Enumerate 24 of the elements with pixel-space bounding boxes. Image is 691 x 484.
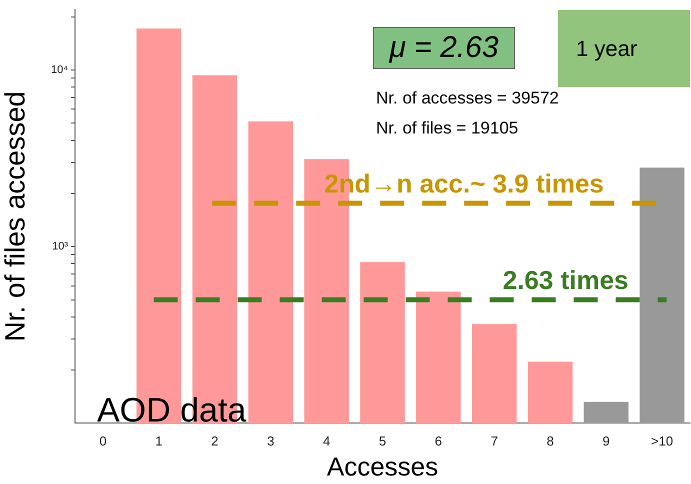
y-tick-label: 10⁴ xyxy=(51,64,68,76)
annotation: AOD data xyxy=(97,391,246,430)
x-tick-label: 8 xyxy=(546,434,554,449)
x-tick-label: 3 xyxy=(267,434,274,449)
x-axis-title: Accesses xyxy=(326,452,438,482)
x-tick-label: 9 xyxy=(602,434,610,449)
annotation: μ = 2.63 xyxy=(389,31,498,65)
x-tick-label: 6 xyxy=(434,434,442,449)
x-tick-label: 0 xyxy=(99,434,107,449)
x-tick-label: 5 xyxy=(378,434,386,449)
x-tick-label: 2 xyxy=(211,434,218,449)
y-tick-label: 10³ xyxy=(52,240,68,253)
label-box: 1 year xyxy=(558,10,690,87)
annotation: Nr. of files = 19105 xyxy=(376,118,518,138)
x-tick-label: >10 xyxy=(651,434,674,449)
x-tick-label: 4 xyxy=(322,434,330,449)
x-tick-label: 7 xyxy=(490,434,498,449)
ref-line-label: 2.63 times xyxy=(502,264,628,295)
y-axis-title: Nr. of files accessed xyxy=(0,91,31,342)
x-tick-label: 1 xyxy=(155,434,162,449)
annotation: 1 year xyxy=(576,36,638,62)
label-box: μ = 2.63 xyxy=(373,27,515,69)
ref-line-label: 2nd→n acc.~ 3.9 times xyxy=(324,168,604,198)
annotation: Nr. of accesses = 39572 xyxy=(376,88,559,108)
